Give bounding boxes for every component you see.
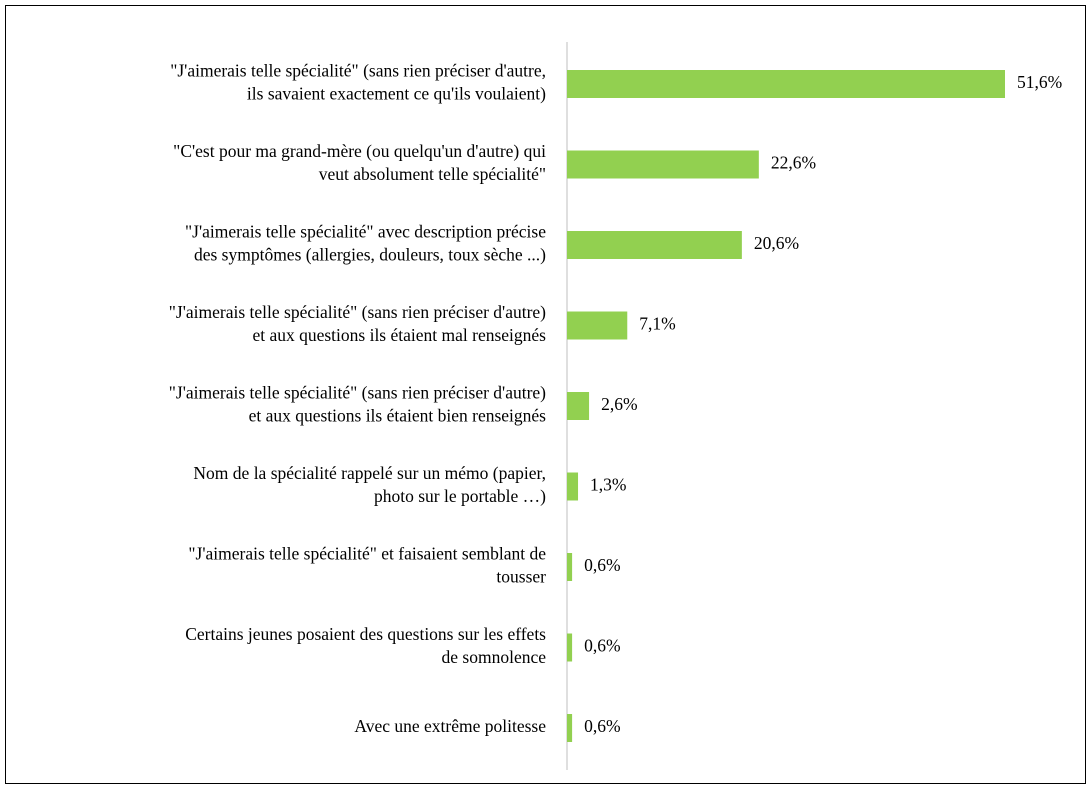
category-label: "J'aimerais telle spécialité" avec descr…	[185, 222, 546, 265]
value-label: 7,1%	[639, 314, 675, 334]
bar	[567, 392, 590, 420]
value-label: 2,6%	[601, 394, 637, 414]
bar	[567, 150, 759, 179]
value-label: 0,6%	[584, 636, 620, 656]
value-label: 1,3%	[590, 475, 626, 495]
value-label: 20,6%	[754, 233, 799, 253]
chart-frame	[5, 5, 1086, 784]
value-label: 51,6%	[1017, 72, 1062, 92]
category-label: Nom de la spécialité rappelé sur un mémo…	[193, 463, 546, 506]
bar	[567, 231, 742, 259]
category-label: Certains jeunes posaient des questions s…	[185, 624, 546, 667]
bar	[567, 472, 579, 501]
value-label: 0,6%	[584, 555, 620, 575]
value-label: 0,6%	[584, 716, 620, 736]
bar	[567, 311, 628, 340]
bar	[567, 714, 573, 742]
category-label: Avec une extrême politesse	[354, 716, 546, 736]
bar	[567, 633, 573, 662]
value-label: 22,6%	[771, 153, 816, 173]
category-label: "C'est pour ma grand-mère (ou quelqu'un …	[173, 141, 546, 184]
category-label: "J'aimerais telle spécialité" (sans rien…	[169, 383, 546, 426]
category-label: "J'aimerais telle spécialité" (sans rien…	[170, 61, 546, 104]
category-label: "J'aimerais telle spécialité" (sans rien…	[169, 302, 546, 345]
bar	[567, 70, 1005, 98]
category-label: "J'aimerais telle spécialité" et faisaie…	[188, 544, 546, 587]
bar	[567, 553, 573, 581]
